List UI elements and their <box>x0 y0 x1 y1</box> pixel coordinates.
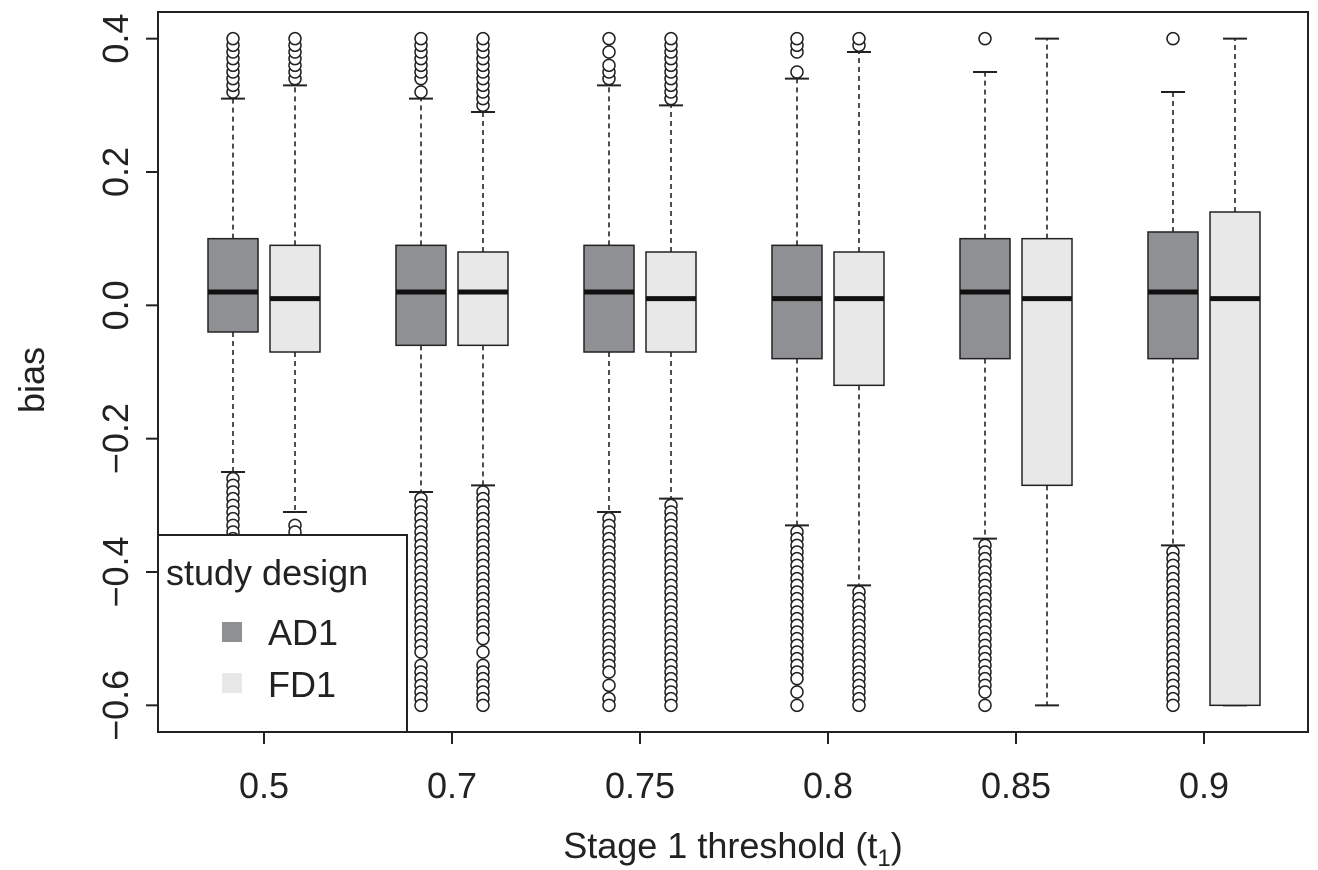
y-tick-label: 0.2 <box>95 147 136 197</box>
outlier-point <box>790 31 804 46</box>
outlier-point <box>476 645 490 659</box>
box-fd1-0.75 <box>645 31 697 713</box>
outlier-point <box>602 31 616 46</box>
y-tick-label: −0.6 <box>95 670 136 741</box>
plot-frame <box>157 11 1309 733</box>
outlier-point <box>790 685 804 699</box>
box-ad1-0.7 <box>395 31 447 713</box>
outlier-point <box>978 698 992 713</box>
y-axis: 0.4 0.2 0.0 −0.2 −0.4 −0.6 <box>95 14 158 741</box>
box-ad1-0.8 <box>771 31 823 713</box>
x-axis: 0.5 0.7 0.75 0.8 0.85 0.9 <box>239 732 1229 806</box>
outlier-point <box>602 698 616 713</box>
y-tick-label: 0.4 <box>95 14 136 64</box>
outlier-point <box>790 65 804 79</box>
outlier-point <box>790 698 804 713</box>
box-ad1-0.5 <box>207 31 259 546</box>
y-axis-label: bias <box>11 347 52 413</box>
outlier-point <box>1166 31 1180 46</box>
plot-area <box>207 31 1261 713</box>
legend-box <box>157 534 408 733</box>
box-ad1-0.85 <box>959 31 1011 713</box>
box-body <box>1147 231 1199 360</box>
box-fd1-0.9 <box>1209 37 1261 707</box>
x-axis-label-subscript: 1 <box>877 845 890 870</box>
box-fd1-0.8 <box>833 31 885 713</box>
y-tick-label: −0.2 <box>95 403 136 474</box>
box-fd1-0.85 <box>1021 37 1073 707</box>
box-fd1-0.5 <box>269 31 321 539</box>
outlier-point <box>664 698 678 713</box>
outlier-point <box>414 31 428 46</box>
outlier-point <box>476 631 490 646</box>
legend: study design AD1 FD1 <box>157 534 408 733</box>
box-ad1-0.75 <box>583 31 635 713</box>
box-body <box>583 244 635 353</box>
y-tick-label: −0.4 <box>95 536 136 607</box>
x-tick-label: 0.85 <box>981 765 1051 806</box>
box-fd1-0.7 <box>457 31 509 713</box>
outlier-point <box>414 85 428 99</box>
outlier-point <box>602 678 616 693</box>
legend-label-ad1: AD1 <box>268 612 338 653</box>
x-tick-label: 0.7 <box>427 765 477 806</box>
box-body <box>207 237 259 333</box>
outlier-point <box>664 31 678 46</box>
box-body <box>1021 237 1073 487</box>
x-axis-label-main: Stage 1 threshold (t <box>563 825 877 866</box>
outlier-point <box>602 45 616 59</box>
outlier-point <box>978 31 992 46</box>
box-body <box>1209 211 1261 707</box>
box-body <box>645 251 697 353</box>
outlier-point <box>602 665 616 679</box>
x-axis-label-suffix: ) <box>891 825 903 866</box>
box-body <box>833 251 885 387</box>
y-tick-label: 0.0 <box>95 280 136 330</box>
x-tick-label: 0.8 <box>803 765 853 806</box>
x-tick-label: 0.9 <box>1179 765 1229 806</box>
box-body <box>771 244 823 360</box>
x-tick-label: 0.75 <box>605 765 675 806</box>
box-body <box>457 251 509 347</box>
legend-swatch-fd1 <box>222 673 242 693</box>
outlier-point <box>852 698 866 713</box>
outlier-point <box>476 31 490 46</box>
box-ad1-0.9 <box>1147 31 1199 713</box>
outlier-point <box>414 698 428 713</box>
outlier-point <box>602 58 616 73</box>
outlier-point <box>414 645 428 659</box>
box-body <box>395 244 447 347</box>
outlier-point <box>978 685 992 699</box>
legend-label-fd1: FD1 <box>268 664 336 705</box>
outlier-point <box>226 31 240 46</box>
legend-swatch-ad1 <box>222 622 242 642</box>
outlier-point <box>288 31 302 46</box>
box-body <box>959 237 1011 360</box>
outlier-point <box>790 671 804 686</box>
x-tick-label: 0.5 <box>239 765 289 806</box>
outlier-point <box>852 31 866 46</box>
outlier-point <box>1166 698 1180 713</box>
outlier-point <box>476 698 490 713</box>
x-axis-label: Stage 1 threshold (t1) <box>563 825 903 870</box>
legend-title: study design <box>166 552 368 593</box>
